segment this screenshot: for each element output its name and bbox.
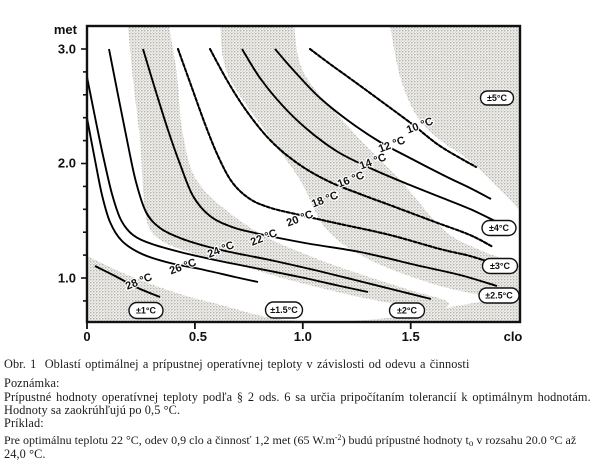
svg-text:1.5: 1.5 [402,329,420,344]
svg-text:±1°C: ±1°C [136,305,157,315]
svg-text:±3°C: ±3°C [490,261,511,271]
svg-text:clo: clo [504,329,523,344]
svg-text:1.0: 1.0 [58,271,76,286]
svg-text:1.0: 1.0 [294,329,312,344]
svg-text:±2.5°C: ±2.5°C [485,290,513,300]
svg-text:0: 0 [83,329,90,344]
svg-text:met: met [54,22,78,37]
svg-text:±4°C: ±4°C [489,223,510,233]
svg-text:±5°C: ±5°C [487,93,508,103]
svg-text:±1.5°C: ±1.5°C [270,305,298,315]
svg-text:3.0: 3.0 [58,42,76,57]
svg-text:0.5: 0.5 [189,329,207,344]
svg-text:±2°C: ±2°C [397,305,418,315]
svg-text:2.0: 2.0 [58,156,76,171]
